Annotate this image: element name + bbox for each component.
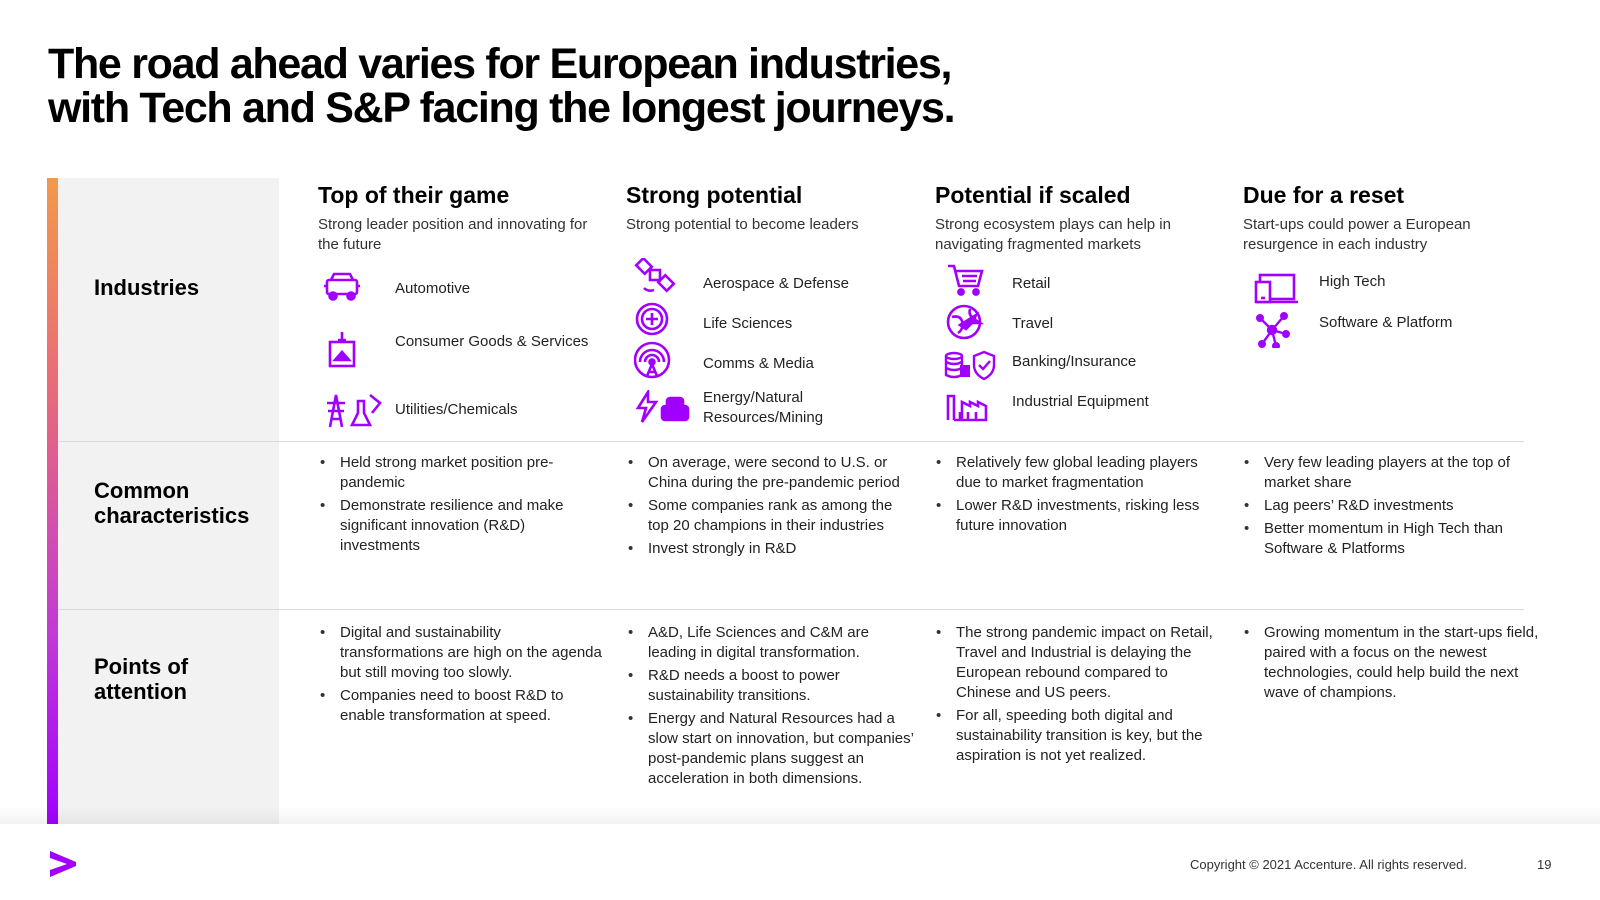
list-item: Energy and Natural Resources had a slow …: [626, 709, 916, 789]
list-item: Invest strongly in R&D: [626, 539, 916, 559]
column-title: Due for a reset: [1243, 182, 1405, 208]
column-title: Potential if scaled: [935, 182, 1131, 208]
row-label-points-of-attention: Points of attention: [94, 654, 189, 704]
characteristics-list: Very few leading players at the top of m…: [1242, 453, 1532, 562]
column-title: Top of their game: [318, 182, 510, 208]
industry-label: Automotive: [395, 280, 471, 297]
column-subtitle: Strong leader position and innovating fo…: [318, 216, 588, 253]
attention-list: Growing momentum in the start-ups field,…: [1242, 623, 1542, 706]
industry-label: Software & Platform: [1319, 314, 1453, 331]
title-line-1: The road ahead varies for European indus…: [48, 40, 952, 88]
industry-label: High Tech: [1319, 273, 1386, 290]
title-line-2: with Tech and S&P facing the longest jou…: [48, 84, 956, 132]
attention-list: Digital and sustainability transformatio…: [318, 623, 608, 729]
list-item: Demonstrate resilience and make signific…: [318, 496, 608, 556]
attention-list: The strong pandemic impact on Retail, Tr…: [934, 623, 1219, 769]
characteristics-list: Relatively few global leading players du…: [934, 453, 1219, 539]
column-title: Strong potential: [626, 182, 803, 208]
row-label-industries: Industries: [94, 275, 200, 300]
list-item: Some companies rank as among the top 20 …: [626, 496, 916, 536]
list-item: Growing momentum in the start-ups field,…: [1242, 623, 1542, 703]
industry-label: Consumer Goods & Services: [395, 333, 589, 350]
gradient-accent-bar: [47, 178, 58, 824]
utilities-chemicals-icon: [327, 393, 382, 428]
page-title: The road ahead varies for European indus…: [48, 40, 956, 132]
row-divider: [58, 609, 1524, 610]
industry-label: Comms & Media: [703, 355, 814, 372]
network-icon: [1256, 312, 1291, 348]
column-subtitle: Strong potential to become leaders: [626, 216, 859, 233]
energy-mining-icon: [635, 390, 690, 423]
column-header: Potential if scaled Strong ecosystem pla…: [935, 181, 1225, 255]
consumer-goods-icon: [328, 332, 356, 368]
column-subtitle: Start-ups could power a European resurge…: [1243, 216, 1471, 253]
industry-label: Utilities/Chemicals: [395, 401, 518, 418]
list-item: For all, speeding both digital and susta…: [934, 706, 1219, 766]
characteristics-list: On average, were second to U.S. or China…: [626, 453, 916, 562]
industry-label: Banking/Insurance: [1012, 353, 1137, 370]
satellite-icon: [634, 258, 676, 293]
column-header: Top of their game Strong leader position…: [318, 181, 608, 255]
list-item: R&D needs a boost to power sustainabilit…: [626, 666, 916, 706]
characteristics-list: Held strong market position pre-pandemic…: [318, 453, 608, 559]
attention-list: A&D, Life Sciences and C&M are leading i…: [626, 623, 916, 792]
industry-label: Aerospace & Defense: [703, 275, 849, 292]
industry-label: Life Sciences: [703, 315, 793, 332]
industry-label: Travel: [1012, 315, 1054, 332]
page-number: 19: [1537, 857, 1552, 872]
list-item: Companies need to boost R&D to enable tr…: [318, 686, 608, 726]
list-item: Lower R&D investments, risking less futu…: [934, 496, 1219, 536]
list-item: Very few leading players at the top of m…: [1242, 453, 1532, 493]
row-divider: [58, 441, 1524, 442]
accenture-logo-icon: [50, 851, 76, 877]
industry-label: Industrial Equipment: [1012, 393, 1149, 410]
list-item: Better momentum in High Tech than Softwa…: [1242, 519, 1532, 559]
column-header: Due for a reset Start-ups could power a …: [1243, 181, 1533, 255]
column-subtitle: Strong ecosystem plays can help in navig…: [935, 216, 1171, 253]
list-item: A&D, Life Sciences and C&M are leading i…: [626, 623, 916, 663]
list-item: Held strong market position pre-pandemic: [318, 453, 608, 493]
list-item: Digital and sustainability transformatio…: [318, 623, 608, 683]
factory-icon: [946, 394, 988, 422]
copyright-text: Copyright © 2021 Accenture. All rights r…: [1190, 857, 1467, 872]
coins-shield-icon: [944, 350, 996, 381]
row-label-common-characteristics: Common characteristics: [94, 478, 250, 528]
globe-plane-icon: [946, 304, 985, 340]
industry-label: Retail: [1012, 275, 1051, 292]
shopping-cart-icon: [948, 264, 984, 296]
car-icon: [324, 272, 360, 301]
industry-label: Energy/Natural Resources/Mining: [703, 389, 824, 426]
devices-icon: [1254, 273, 1298, 304]
list-item: Lag peers’ R&D investments: [1242, 496, 1532, 516]
column-header: Strong potential Strong potential to bec…: [626, 181, 916, 235]
footer-divider: [0, 806, 1600, 824]
list-item: Relatively few global leading players du…: [934, 453, 1219, 493]
antenna-icon: [634, 341, 671, 379]
row-label-panel: [58, 178, 279, 824]
life-sciences-icon: [635, 302, 669, 336]
list-item: On average, were second to U.S. or China…: [626, 453, 916, 493]
list-item: The strong pandemic impact on Retail, Tr…: [934, 623, 1219, 703]
